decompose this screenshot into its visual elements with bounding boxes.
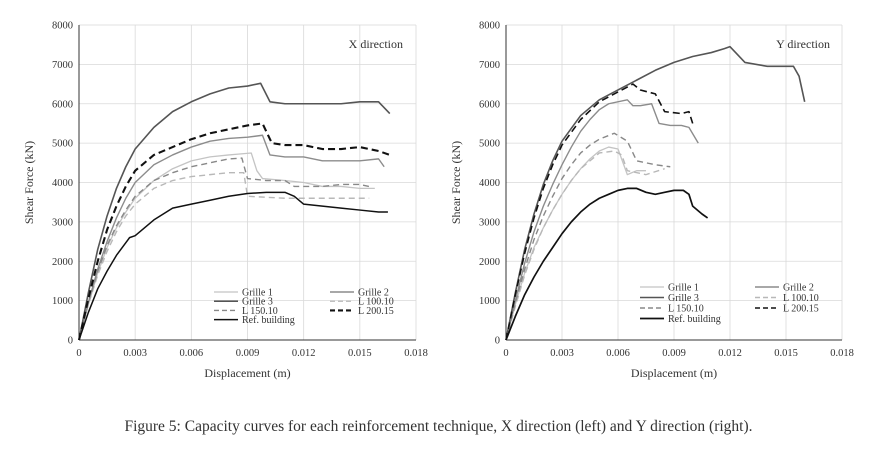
x-legend-label-ref-building: Ref. building xyxy=(242,315,295,326)
x-xtick-label: 0.006 xyxy=(180,348,204,359)
y-ylabel: Shear Force (kN) xyxy=(449,141,463,224)
x-xtick-label: 0.009 xyxy=(236,348,260,359)
x-series-grille-2 xyxy=(78,134,385,341)
y-xtick-label: 0.006 xyxy=(606,348,630,359)
x-series-grille-3 xyxy=(78,82,391,341)
y-series-l-150-10 xyxy=(505,132,671,341)
x-legend-label-l-100-10: L 100.10 xyxy=(358,297,394,308)
x-series-l-100-10 xyxy=(78,171,370,341)
x-xtick-label: 0.012 xyxy=(292,348,316,359)
y-legend-label-l-150-10: L 150.10 xyxy=(668,304,704,315)
y-ytick-label: 7000 xyxy=(479,60,500,71)
x-series-ref-building xyxy=(78,191,388,341)
y-xtick-label: 0.003 xyxy=(550,348,574,359)
x-ytick-label: 4000 xyxy=(52,178,73,189)
y-series-l-200-15 xyxy=(505,83,694,341)
y-ytick-label: 8000 xyxy=(479,21,500,32)
x-xlabel: Displacement (m) xyxy=(204,366,290,380)
y-legend-label-grille-3: Grille 3 xyxy=(668,293,699,304)
y-legend-label-ref-building: Ref. building xyxy=(668,314,721,325)
x-ytick-label: 0 xyxy=(68,336,73,347)
x-series-grille-1 xyxy=(78,152,375,341)
x-xtick-label: 0.015 xyxy=(348,348,372,359)
x-legend-label-grille-3: Grille 3 xyxy=(242,297,273,308)
y-legend-label-l-100-10: L 100.10 xyxy=(783,293,819,304)
y-series-l-100-10 xyxy=(505,150,665,341)
x-xtick-label: 0.018 xyxy=(404,348,428,359)
x-legend-label-l-200-15: L 200.15 xyxy=(358,306,394,317)
x-xtick-label: 0 xyxy=(76,348,81,359)
y-xtick-label: 0 xyxy=(503,348,508,359)
y-series-grille-3 xyxy=(505,45,806,341)
chart-x-direction: 0 1000 2000 3000 4000 5000 6000 7000 8000 0 0.003 0… xyxy=(22,21,428,381)
y-xlabel: Displacement (m) xyxy=(631,366,717,380)
y-xtick-label: 0.012 xyxy=(718,348,742,359)
y-xtick-label: 0.015 xyxy=(774,348,798,359)
x-series-l-200-15 xyxy=(77,122,391,341)
x-series-l-150-10 xyxy=(78,157,370,341)
y-ytick-label: 2000 xyxy=(479,257,500,268)
y-xtick-label: 0.009 xyxy=(662,348,686,359)
y-ytick-label: 4000 xyxy=(479,178,500,189)
x-legend-label-grille-1: Grille 1 xyxy=(242,288,273,299)
x-legend-label-l-150-10: L 150.10 xyxy=(242,306,278,317)
x-legend-label-grille-2: Grille 2 xyxy=(358,288,389,299)
y-xtick-label: 0.018 xyxy=(830,348,854,359)
y-legend-label-grille-2: Grille 2 xyxy=(783,283,814,294)
y-series-grille-2 xyxy=(505,99,699,341)
y-legend-label-l-200-15: L 200.15 xyxy=(783,304,819,315)
figure-caption: Figure 5: Capacity curves for each reinf… xyxy=(124,418,753,435)
x-chart-title: X direction xyxy=(349,37,403,51)
x-ytick-label: 2000 xyxy=(52,257,73,268)
y-legend-label-grille-1: Grille 1 xyxy=(668,283,699,294)
y-ytick-label: 6000 xyxy=(479,99,500,110)
x-ytick-label: 5000 xyxy=(52,139,73,150)
x-ytick-label: 3000 xyxy=(52,217,73,228)
x-ytick-label: 7000 xyxy=(52,60,73,71)
y-ytick-label: 0 xyxy=(495,336,500,347)
y-ytick-label: 3000 xyxy=(479,217,500,228)
x-ylabel: Shear Force (kN) xyxy=(22,141,36,224)
y-ytick-label: 5000 xyxy=(479,139,500,150)
chart-y-direction: 0 1000 2000 3000 4000 5000 6000 7000 8000 0 0.003 0… xyxy=(449,21,854,381)
x-ytick-label: 8000 xyxy=(52,21,73,32)
y-chart-title: Y direction xyxy=(776,37,830,51)
x-xtick-label: 0.003 xyxy=(123,348,147,359)
y-ytick-label: 1000 xyxy=(479,296,500,307)
x-ytick-label: 1000 xyxy=(52,296,73,307)
y-series-ref-building xyxy=(505,187,709,341)
x-ytick-label: 6000 xyxy=(52,99,73,110)
